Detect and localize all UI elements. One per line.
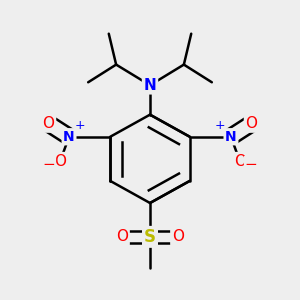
Text: S: S (144, 228, 156, 246)
Text: +: + (214, 119, 225, 132)
Text: O: O (234, 154, 246, 169)
Text: O: O (42, 116, 54, 131)
Text: O: O (172, 230, 184, 244)
Text: N: N (63, 130, 75, 144)
Text: O: O (116, 230, 128, 244)
Text: O: O (246, 116, 258, 131)
Text: N: N (225, 130, 237, 144)
Text: −: − (43, 157, 56, 172)
Text: N: N (144, 78, 156, 93)
Text: O: O (54, 154, 66, 169)
Text: +: + (75, 119, 86, 132)
Text: −: − (244, 157, 257, 172)
